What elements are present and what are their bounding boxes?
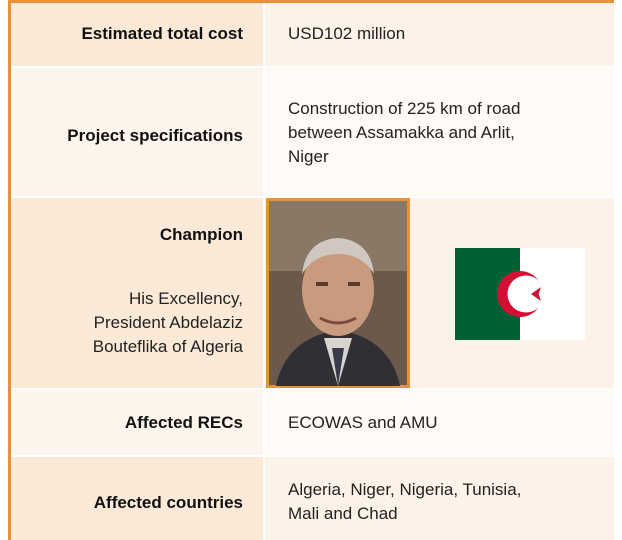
row-label: Project specifications (67, 126, 243, 145)
row-value: ECOWAS and AMU (288, 411, 438, 435)
row-label: Affected countries (93, 493, 243, 512)
label-cell (11, 198, 263, 388)
label-cell (11, 390, 263, 455)
text-line: between Assamakka and Arlit, (288, 123, 515, 142)
champion-description: His Excellency, President Abdelaziz Boutef… (11, 287, 243, 359)
flag-of-algeria (455, 248, 585, 340)
value-cell (265, 457, 614, 540)
row-label: Affected RECs (124, 413, 243, 432)
row-value: Construction of 225 km of road between As… (288, 97, 520, 169)
label-cell (11, 457, 263, 540)
text-line: Construction of 225 km of road (288, 99, 521, 118)
text-line: His Excellency, (129, 289, 243, 308)
row-label: Estimated total cost (81, 24, 243, 43)
row-label: Champion (159, 225, 243, 244)
row-value: Algeria, Niger, Nigeria, Tunisia, Mali an… (288, 478, 521, 526)
value-cell (265, 68, 614, 196)
text-line: Bouteflika of Algeria (92, 337, 243, 356)
text-line: USD102 million (288, 24, 406, 43)
text-line: President Abdelaziz (93, 313, 243, 332)
top-border (8, 0, 614, 3)
left-border (8, 0, 11, 540)
champion-photo (266, 198, 410, 388)
text-line: Algeria, Niger, Nigeria, Tunisia, (288, 480, 522, 499)
label-cell (11, 68, 263, 196)
label-cell (11, 3, 263, 66)
text-line: Niger (288, 147, 329, 166)
value-cell (265, 390, 614, 455)
row-value: USD102 million (288, 22, 405, 46)
text-line: ECOWAS and AMU (288, 413, 438, 432)
value-cell (265, 3, 614, 66)
text-line: Mali and Chad (288, 504, 398, 523)
